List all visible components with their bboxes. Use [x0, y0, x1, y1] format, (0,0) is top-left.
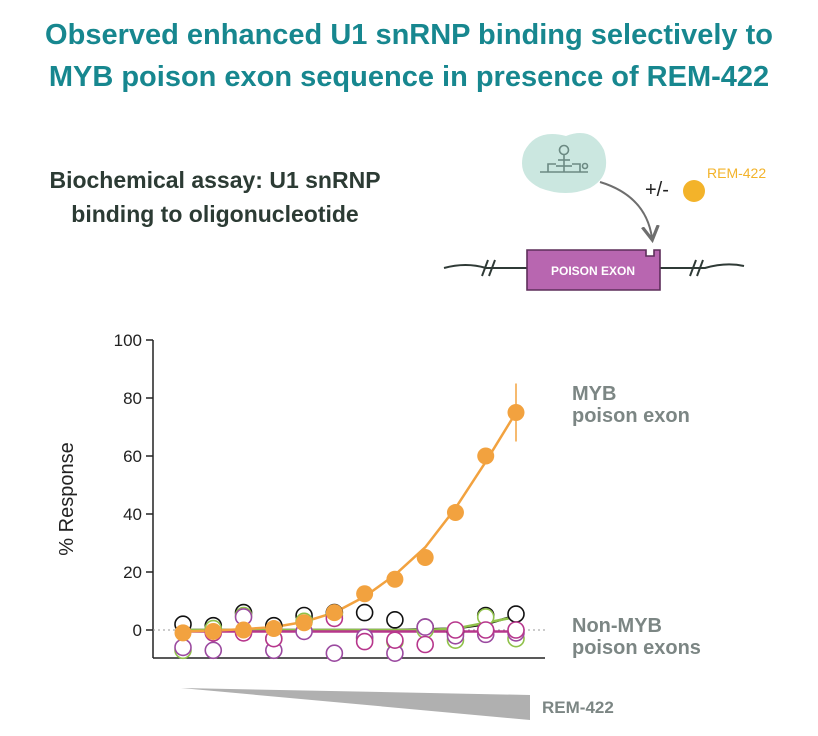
non-myb-data-point [416, 635, 434, 654]
y-tick-label: 0 [133, 621, 142, 640]
myb-series-label-line-1: MYB [572, 383, 616, 405]
myb-data-point [386, 570, 404, 588]
subtitle-line-1: Biochemical assay: U1 snRNP [49, 167, 381, 193]
non-myb-series-label-line-1: Non-MYB [572, 615, 662, 637]
y-tick-label: 80 [123, 389, 142, 408]
non-myb-data-point [386, 631, 404, 649]
assay-subtitle: Biochemical assay: U1 snRNP binding to o… [30, 163, 400, 231]
y-tick-label: 100 [114, 331, 142, 350]
non-myb-data-point [446, 621, 465, 639]
myb-data-point [356, 585, 374, 603]
non-myb-data-point [507, 621, 525, 639]
non-myb-fit-line [183, 614, 517, 632]
concentration-wedge [181, 688, 530, 720]
myb-series-label-line-2: poison exon [572, 405, 690, 427]
myb-data-point [477, 447, 495, 465]
y-tick-label: 40 [123, 505, 142, 524]
myb-data-point [507, 404, 525, 421]
myb-data-point [325, 604, 343, 622]
title-line-1: Observed enhanced U1 snRNP binding selec… [45, 19, 773, 51]
non-myb-data-point [507, 605, 525, 623]
non-myb-data-point [174, 638, 192, 657]
non-myb-data-point [476, 621, 495, 639]
y-tick-label: 60 [123, 447, 142, 466]
y-tick-label: 20 [123, 563, 142, 582]
myb-data-point [204, 622, 222, 640]
non-myb-series-label-line-2: poison exons [572, 637, 701, 659]
title-line-2: MYB poison exon sequence in presence of … [48, 61, 770, 93]
slide-title: Observed enhanced U1 snRNP binding selec… [0, 14, 818, 98]
myb-data-point [416, 549, 434, 566]
myb-data-point [295, 614, 313, 632]
non-myb-data-point [355, 632, 374, 651]
non-myb-data-point [386, 611, 404, 629]
myb-data-point [265, 620, 283, 638]
myb-data-point [446, 504, 464, 522]
non-myb-data-point [325, 644, 344, 663]
myb-data-point [174, 624, 192, 642]
x-axis-label: REM-422 [542, 698, 614, 717]
myb-data-point [235, 621, 253, 639]
subtitle-line-2: binding to oligonucleotide [71, 201, 359, 227]
non-myb-data-point [204, 641, 223, 660]
non-myb-data-point [416, 618, 434, 636]
non-myb-data-point [355, 603, 374, 622]
y-axis-label: % Response [56, 442, 78, 555]
myb-fit-curve [182, 411, 518, 633]
